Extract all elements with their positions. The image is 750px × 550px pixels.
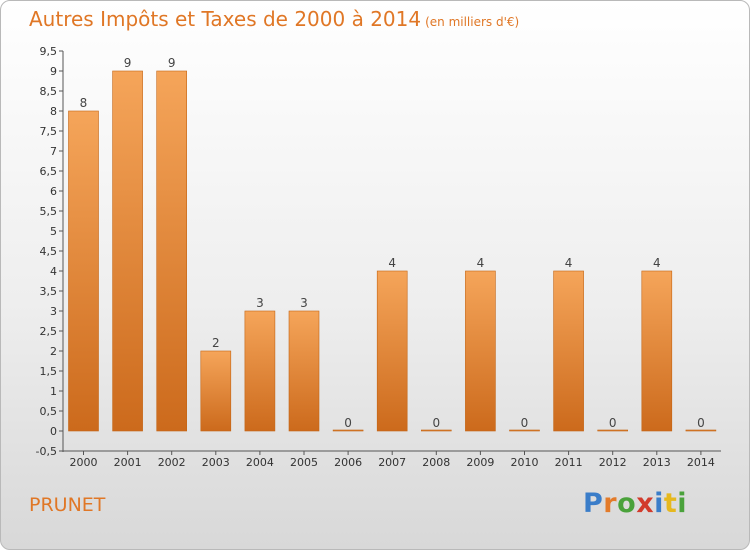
x-tick-label-2012: 2012	[599, 456, 627, 469]
x-tick-label-2006: 2006	[334, 456, 362, 469]
y-tick-label: 3,5	[40, 285, 58, 298]
y-tick-label: 2	[50, 345, 57, 358]
data-label-2014: 0	[697, 416, 705, 430]
bar-2000	[68, 110, 99, 432]
x-tick-label-2008: 2008	[422, 456, 450, 469]
y-tick-label: 7,5	[40, 125, 58, 138]
bar-2010	[509, 429, 540, 432]
y-tick-label: 6,5	[40, 165, 58, 178]
y-tick-label: 9,5	[40, 45, 58, 58]
logo-letter: x	[636, 488, 655, 519]
y-tick-label: 7	[50, 145, 57, 158]
logo-letter: i	[677, 488, 688, 519]
proxiti-logo[interactable]: Proxiti	[583, 488, 687, 519]
data-label-2012: 0	[609, 416, 617, 430]
y-tick-label: 9	[50, 65, 57, 78]
x-tick-label-2000: 2000	[70, 456, 98, 469]
y-tick-label: 2,5	[40, 325, 58, 338]
data-label-2011: 4	[565, 256, 573, 270]
bar-2002	[156, 70, 187, 432]
y-tick-label: 0	[50, 425, 57, 438]
logo-letter: t	[663, 488, 678, 519]
y-tick-label: 8,5	[40, 85, 58, 98]
data-label-2000: 8	[80, 96, 88, 110]
data-label-2005: 3	[300, 296, 308, 310]
data-label-2002: 9	[168, 56, 176, 70]
x-tick-label-2014: 2014	[687, 456, 715, 469]
x-tick-label-2005: 2005	[290, 456, 318, 469]
x-tick-label-2013: 2013	[643, 456, 671, 469]
y-tick-label: 4,5	[40, 245, 58, 258]
data-label-2013: 4	[653, 256, 661, 270]
data-label-2006: 0	[344, 416, 352, 430]
chart-title: Autres Impôts et Taxes de 2000 à 2014 (en…	[29, 7, 519, 31]
bar-2007	[376, 270, 408, 432]
x-tick-label-2001: 2001	[114, 456, 142, 469]
chart-title-text: Autres Impôts et Taxes de 2000 à 2014	[29, 7, 422, 31]
y-tick-label: 8	[50, 105, 57, 118]
x-tick-label-2009: 2009	[466, 456, 494, 469]
x-tick-label-2010: 2010	[511, 456, 539, 469]
data-label-2004: 3	[256, 296, 264, 310]
x-tick-label-2003: 2003	[202, 456, 230, 469]
bar-2005	[288, 310, 320, 432]
y-tick-label: 5,5	[40, 205, 58, 218]
x-tick-label-2011: 2011	[555, 456, 583, 469]
y-tick-label: 3	[50, 305, 57, 318]
y-tick-label: 5	[50, 225, 57, 238]
data-label-2007: 4	[388, 256, 396, 270]
chart-unit: (en milliers d'€)	[425, 15, 520, 29]
commune-name: PRUNET	[29, 494, 106, 516]
chart-axes: -0,5 0 0,5 1 1,5 2 2,5 3 3,5 4 4,5 5 5,5 6 6,5 7 7,5 8 8,5…	[36, 45, 721, 469]
bar-2013	[641, 270, 673, 432]
bar-2014	[685, 429, 717, 432]
bar-2012	[597, 429, 629, 432]
y-tick-label: 1	[50, 385, 57, 398]
bar-2009	[465, 270, 496, 432]
chart-bars	[68, 70, 717, 432]
data-label-2001: 9	[124, 56, 132, 70]
y-tick-label: -0,5	[36, 445, 57, 458]
logo-letter: r	[603, 488, 618, 519]
bar-2001	[112, 70, 143, 432]
bar-2004	[244, 310, 276, 432]
x-tick-label-2004: 2004	[246, 456, 274, 469]
data-label-2010: 0	[521, 416, 529, 430]
data-label-2008: 0	[432, 416, 440, 430]
data-label-2003: 2	[212, 336, 220, 350]
logo-letter: i	[654, 488, 664, 519]
data-label-2009: 4	[477, 256, 485, 270]
bar-2011	[553, 270, 584, 432]
x-tick-label-2007: 2007	[378, 456, 406, 469]
bar-2008	[420, 429, 452, 432]
x-tick-label-2002: 2002	[158, 456, 186, 469]
chart-data-labels: 8 9 9 2 3 3 0 4 0 4 0 4 0 4 0	[80, 56, 705, 430]
y-tick-label: 1,5	[40, 365, 58, 378]
logo-letter: P	[583, 488, 604, 519]
logo-letter: o	[617, 488, 637, 519]
bar-2003	[200, 350, 232, 432]
y-tick-label: 0,5	[40, 405, 58, 418]
y-tick-label: 6	[50, 185, 57, 198]
y-tick-label: 4	[50, 265, 57, 278]
bar-2006	[332, 429, 364, 432]
